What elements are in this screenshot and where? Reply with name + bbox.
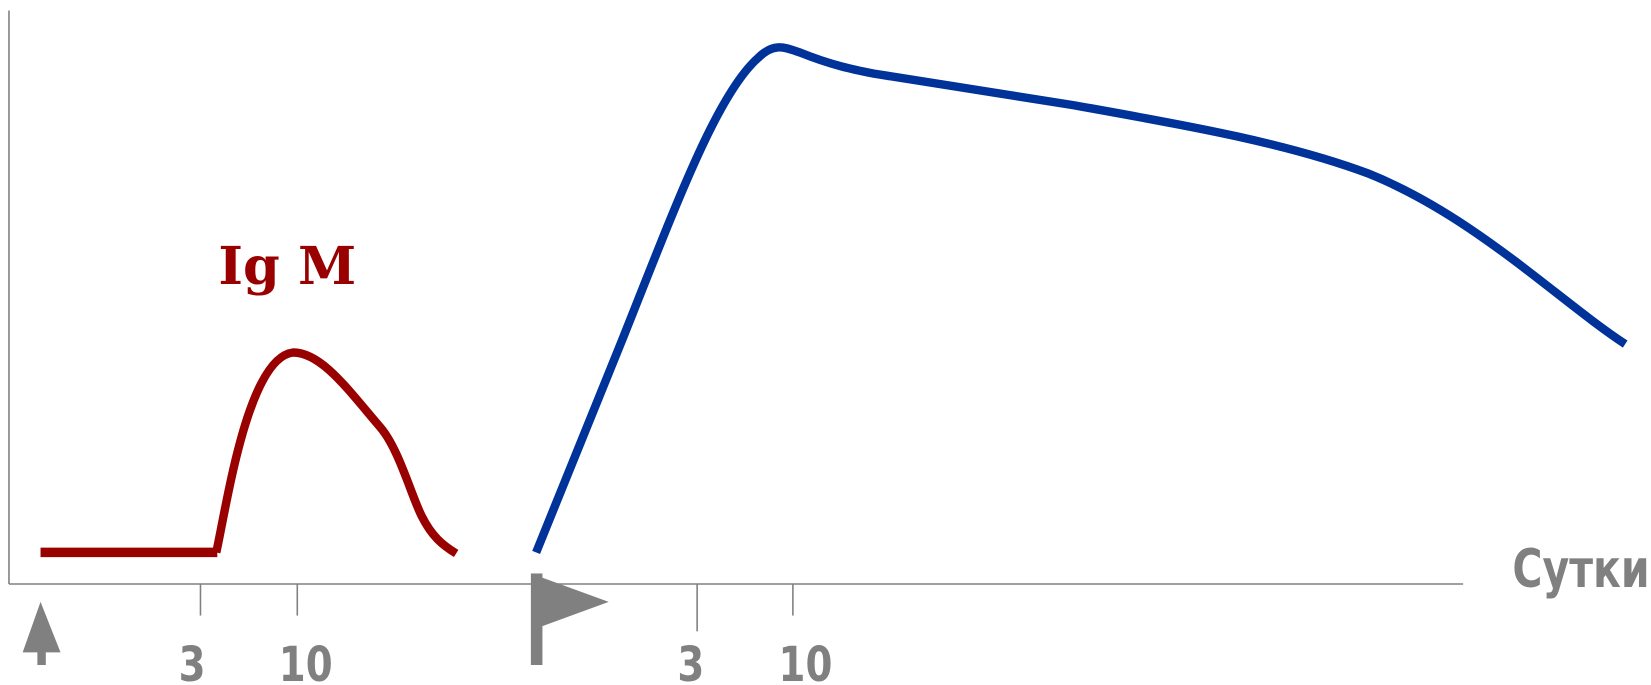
curve-label: Ig M bbox=[218, 236, 356, 297]
tick-label: 10 bbox=[779, 637, 833, 685]
x-axis-label: Сутки bbox=[1512, 539, 1649, 600]
igg-curve bbox=[532, 43, 1628, 554]
tick-label: 3 bbox=[179, 637, 206, 685]
tick-label: 10 bbox=[279, 637, 333, 685]
flag-pole bbox=[530, 573, 543, 666]
first-antigen-arrow bbox=[22, 601, 61, 666]
second-antigen-flag bbox=[530, 573, 609, 627]
tick-label: 3 bbox=[677, 637, 704, 685]
igm-curve bbox=[212, 348, 459, 558]
